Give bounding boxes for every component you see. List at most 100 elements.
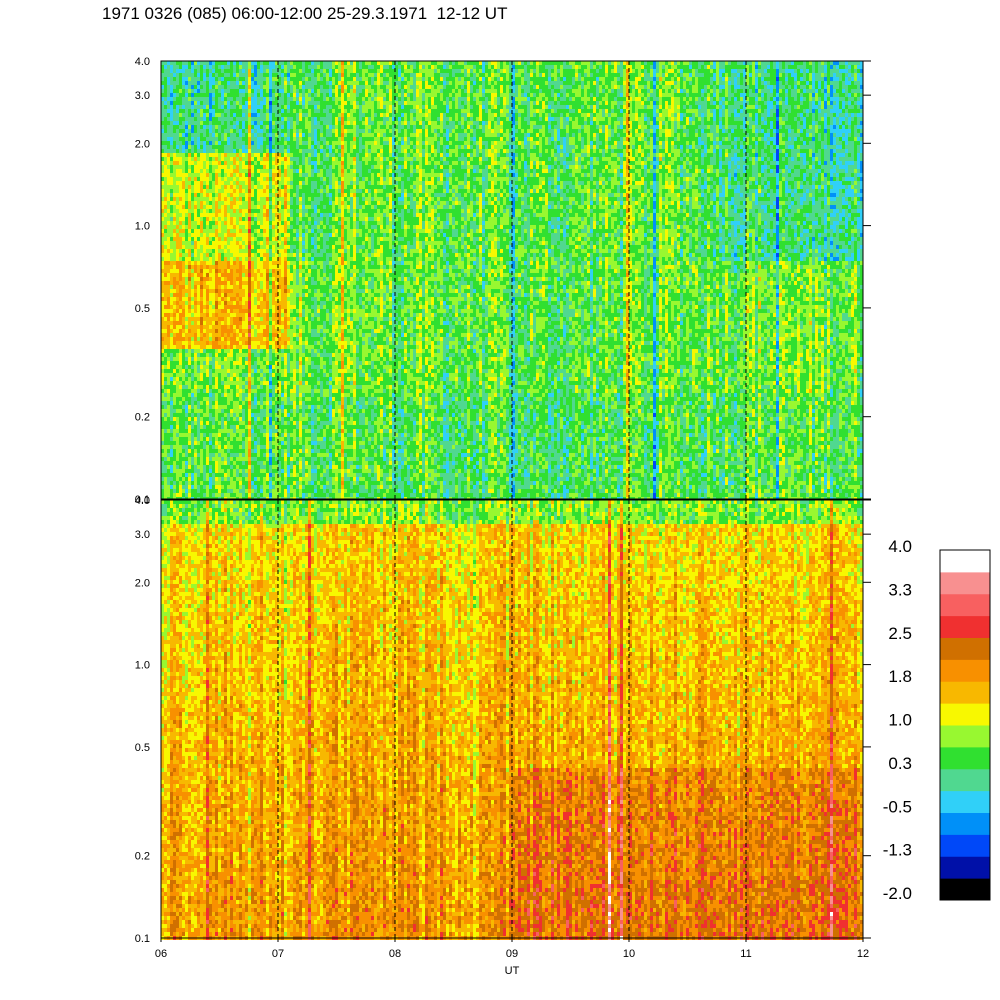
heatmap-cell — [314, 117, 317, 121]
heatmap-cell — [731, 73, 734, 77]
heatmap-cell — [173, 137, 176, 141]
heatmap-cell — [458, 85, 461, 89]
heatmap-cell — [449, 89, 452, 93]
heatmap-cell — [425, 97, 428, 101]
heatmap-cell — [332, 85, 335, 89]
heatmap-cell — [224, 65, 227, 69]
heatmap-cell — [800, 105, 803, 109]
heatmap-cell — [671, 97, 674, 101]
heatmap-cell — [842, 137, 845, 141]
heatmap-cell — [818, 97, 821, 101]
heatmap-cell — [167, 65, 170, 69]
heatmap-cell — [575, 125, 578, 129]
heatmap-cell — [638, 77, 641, 81]
heatmap-cell — [731, 69, 734, 73]
heatmap-cell — [383, 65, 386, 69]
heatmap-cell — [173, 101, 176, 105]
heatmap-cell — [800, 101, 803, 105]
heatmap-cell — [602, 137, 605, 141]
heatmap-cell — [383, 109, 386, 113]
heatmap-cell — [296, 117, 299, 121]
heatmap-cell — [581, 101, 584, 105]
heatmap-cell — [560, 109, 563, 113]
heatmap-cell — [218, 129, 221, 133]
heatmap-cell — [329, 93, 332, 97]
heatmap-cell — [785, 137, 788, 141]
heatmap-cell — [179, 129, 182, 133]
heatmap-cell — [791, 137, 794, 141]
heatmap-cell — [284, 69, 287, 73]
heatmap-cell — [656, 89, 659, 93]
heatmap-cell — [185, 89, 188, 93]
heatmap-cell — [803, 113, 806, 117]
heatmap-cell — [812, 121, 815, 125]
heatmap-cell — [761, 117, 764, 121]
heatmap-cell — [476, 73, 479, 77]
heatmap-cell — [380, 65, 383, 69]
heatmap-cell — [845, 85, 848, 89]
heatmap-cell — [350, 81, 353, 85]
heatmap-cell — [758, 121, 761, 125]
heatmap-cell — [329, 97, 332, 101]
heatmap-cell — [497, 73, 500, 77]
heatmap-cell — [443, 117, 446, 121]
heatmap-cell — [689, 89, 692, 93]
heatmap-cell — [368, 93, 371, 97]
heatmap-cell — [371, 133, 374, 137]
heatmap-cell — [608, 93, 611, 97]
heatmap-cell — [164, 105, 167, 109]
heatmap-cell — [785, 77, 788, 81]
heatmap-cell — [209, 101, 212, 105]
heatmap-cell — [425, 125, 428, 129]
heatmap-cell — [266, 133, 269, 137]
heatmap-cell — [182, 73, 185, 77]
heatmap-cell — [599, 125, 602, 129]
heatmap-cell — [557, 133, 560, 137]
heatmap-cell — [680, 97, 683, 101]
heatmap-cell — [722, 101, 725, 105]
heatmap-cell — [452, 93, 455, 97]
heatmap-cell — [443, 137, 446, 141]
heatmap-cell — [701, 85, 704, 89]
heatmap-cell — [701, 109, 704, 113]
heatmap-cell — [428, 105, 431, 109]
heatmap-cell — [425, 65, 428, 69]
heatmap-cell — [725, 97, 728, 101]
heatmap-cell — [683, 69, 686, 73]
heatmap-cell — [335, 109, 338, 113]
heatmap-cell — [755, 129, 758, 133]
heatmap-cell — [722, 121, 725, 125]
heatmap-cell — [566, 109, 569, 113]
heatmap-cell — [194, 113, 197, 117]
heatmap-cell — [353, 125, 356, 129]
heatmap-cell — [197, 65, 200, 69]
heatmap-cell — [416, 121, 419, 125]
heatmap-cell — [323, 133, 326, 137]
heatmap-cell — [407, 133, 410, 137]
heatmap-cell — [767, 129, 770, 133]
heatmap-cell — [440, 77, 443, 81]
heatmap-cell — [842, 61, 845, 65]
heatmap-cell — [167, 109, 170, 113]
heatmap-cell — [698, 137, 701, 141]
heatmap-cell — [341, 113, 344, 117]
heatmap-cell — [341, 129, 344, 133]
heatmap-cell — [767, 81, 770, 85]
heatmap-cell — [302, 121, 305, 125]
heatmap-cell — [386, 81, 389, 85]
heatmap-cell — [581, 117, 584, 121]
heatmap-cell — [194, 125, 197, 129]
heatmap-cell — [350, 133, 353, 137]
heatmap-cell — [791, 101, 794, 105]
heatmap-cell — [332, 97, 335, 101]
heatmap-cell — [635, 117, 638, 121]
heatmap-cell — [518, 73, 521, 77]
heatmap-cell — [260, 137, 263, 141]
heatmap-cell — [377, 69, 380, 73]
heatmap-cell — [179, 117, 182, 121]
heatmap-cell — [530, 89, 533, 93]
heatmap-cell — [194, 101, 197, 105]
heatmap-cell — [197, 61, 200, 65]
heatmap-cell — [554, 101, 557, 105]
heatmap-cell — [569, 113, 572, 117]
